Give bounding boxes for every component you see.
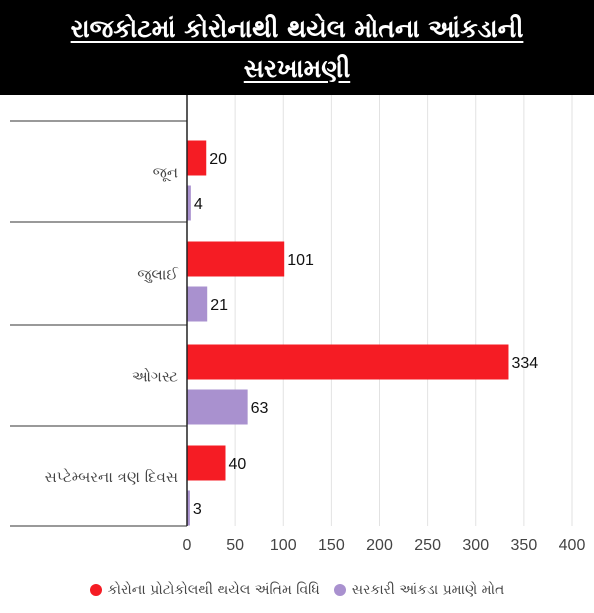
title-banner: રાજકોટમાં કોરોનાથી થયેલ મોતના આંકડાની સર… (0, 0, 594, 95)
legend-label-official: સરકારી આંકડા પ્રમાણે મોત (351, 582, 505, 598)
data-label-protocol-1: 101 (287, 252, 314, 269)
data-label-official-3: 3 (193, 501, 202, 518)
bar-protocol-0 (187, 140, 207, 176)
legend-label-protocol: કોરોના પ્રોટોકોલથી થયેલ અંતિમ વિધિ (107, 582, 320, 598)
category-label-2: ઓગસ્ટ (132, 368, 178, 386)
data-label-official-1: 21 (210, 297, 228, 314)
bar-official-2 (187, 389, 248, 425)
legend-item-official: સરકારી આંકડા પ્રમાણે મોત (333, 582, 505, 598)
category-label-1: જુલાઈ (137, 266, 178, 284)
legend-marker-official (333, 584, 346, 596)
chart-title-line-2: સરખામણી (243, 54, 351, 83)
data-label-protocol-2: 334 (511, 355, 538, 372)
bar-official-0 (187, 185, 191, 221)
data-label-official-2: 63 (251, 400, 269, 417)
chart-title-line-1: રાજકોટમાં કોરોનાથી થયેલ મોતના આંકડાની (70, 14, 524, 43)
bar-protocol-1 (187, 241, 285, 277)
x-tick-label-400: 400 (559, 537, 586, 554)
bar-official-3 (187, 490, 190, 526)
bar-protocol-2 (187, 344, 509, 380)
x-tick-label-350: 350 (511, 537, 538, 554)
legend-item-protocol: કોરોના પ્રોટોકોલથી થયેલ અંતિમ વિધિ (89, 582, 320, 598)
chart-legend: કોરોના પ્રોટોકોલથી થયેલ અંતિમ વિધિ સરકાર… (0, 578, 594, 602)
category-label-3: સપ્ટેમ્બરના ત્રણ દિવસ (45, 468, 178, 486)
data-label-official-0: 4 (194, 196, 203, 213)
data-label-protocol-0: 20 (209, 151, 227, 168)
x-tick-label-100: 100 (270, 537, 297, 554)
category-label-0: જૂન (153, 164, 178, 182)
x-tick-label-150: 150 (318, 537, 345, 554)
x-tick-label-300: 300 (462, 537, 489, 554)
x-tick-label-200: 200 (366, 537, 393, 554)
x-tick-label-0: 0 (183, 537, 192, 554)
x-tick-label-50: 50 (226, 537, 244, 554)
bar-official-1 (187, 286, 208, 322)
legend-marker-protocol (89, 584, 102, 596)
bar-protocol-3 (187, 445, 226, 481)
bar-chart: 20 101 334 40 4 21 63 3 જૂન જુલાઈ ઓગસ્ટ સપ્ટેમ્બરના… (10, 95, 586, 554)
x-tick-label-250: 250 (414, 537, 441, 554)
data-label-protocol-3: 40 (229, 456, 247, 473)
